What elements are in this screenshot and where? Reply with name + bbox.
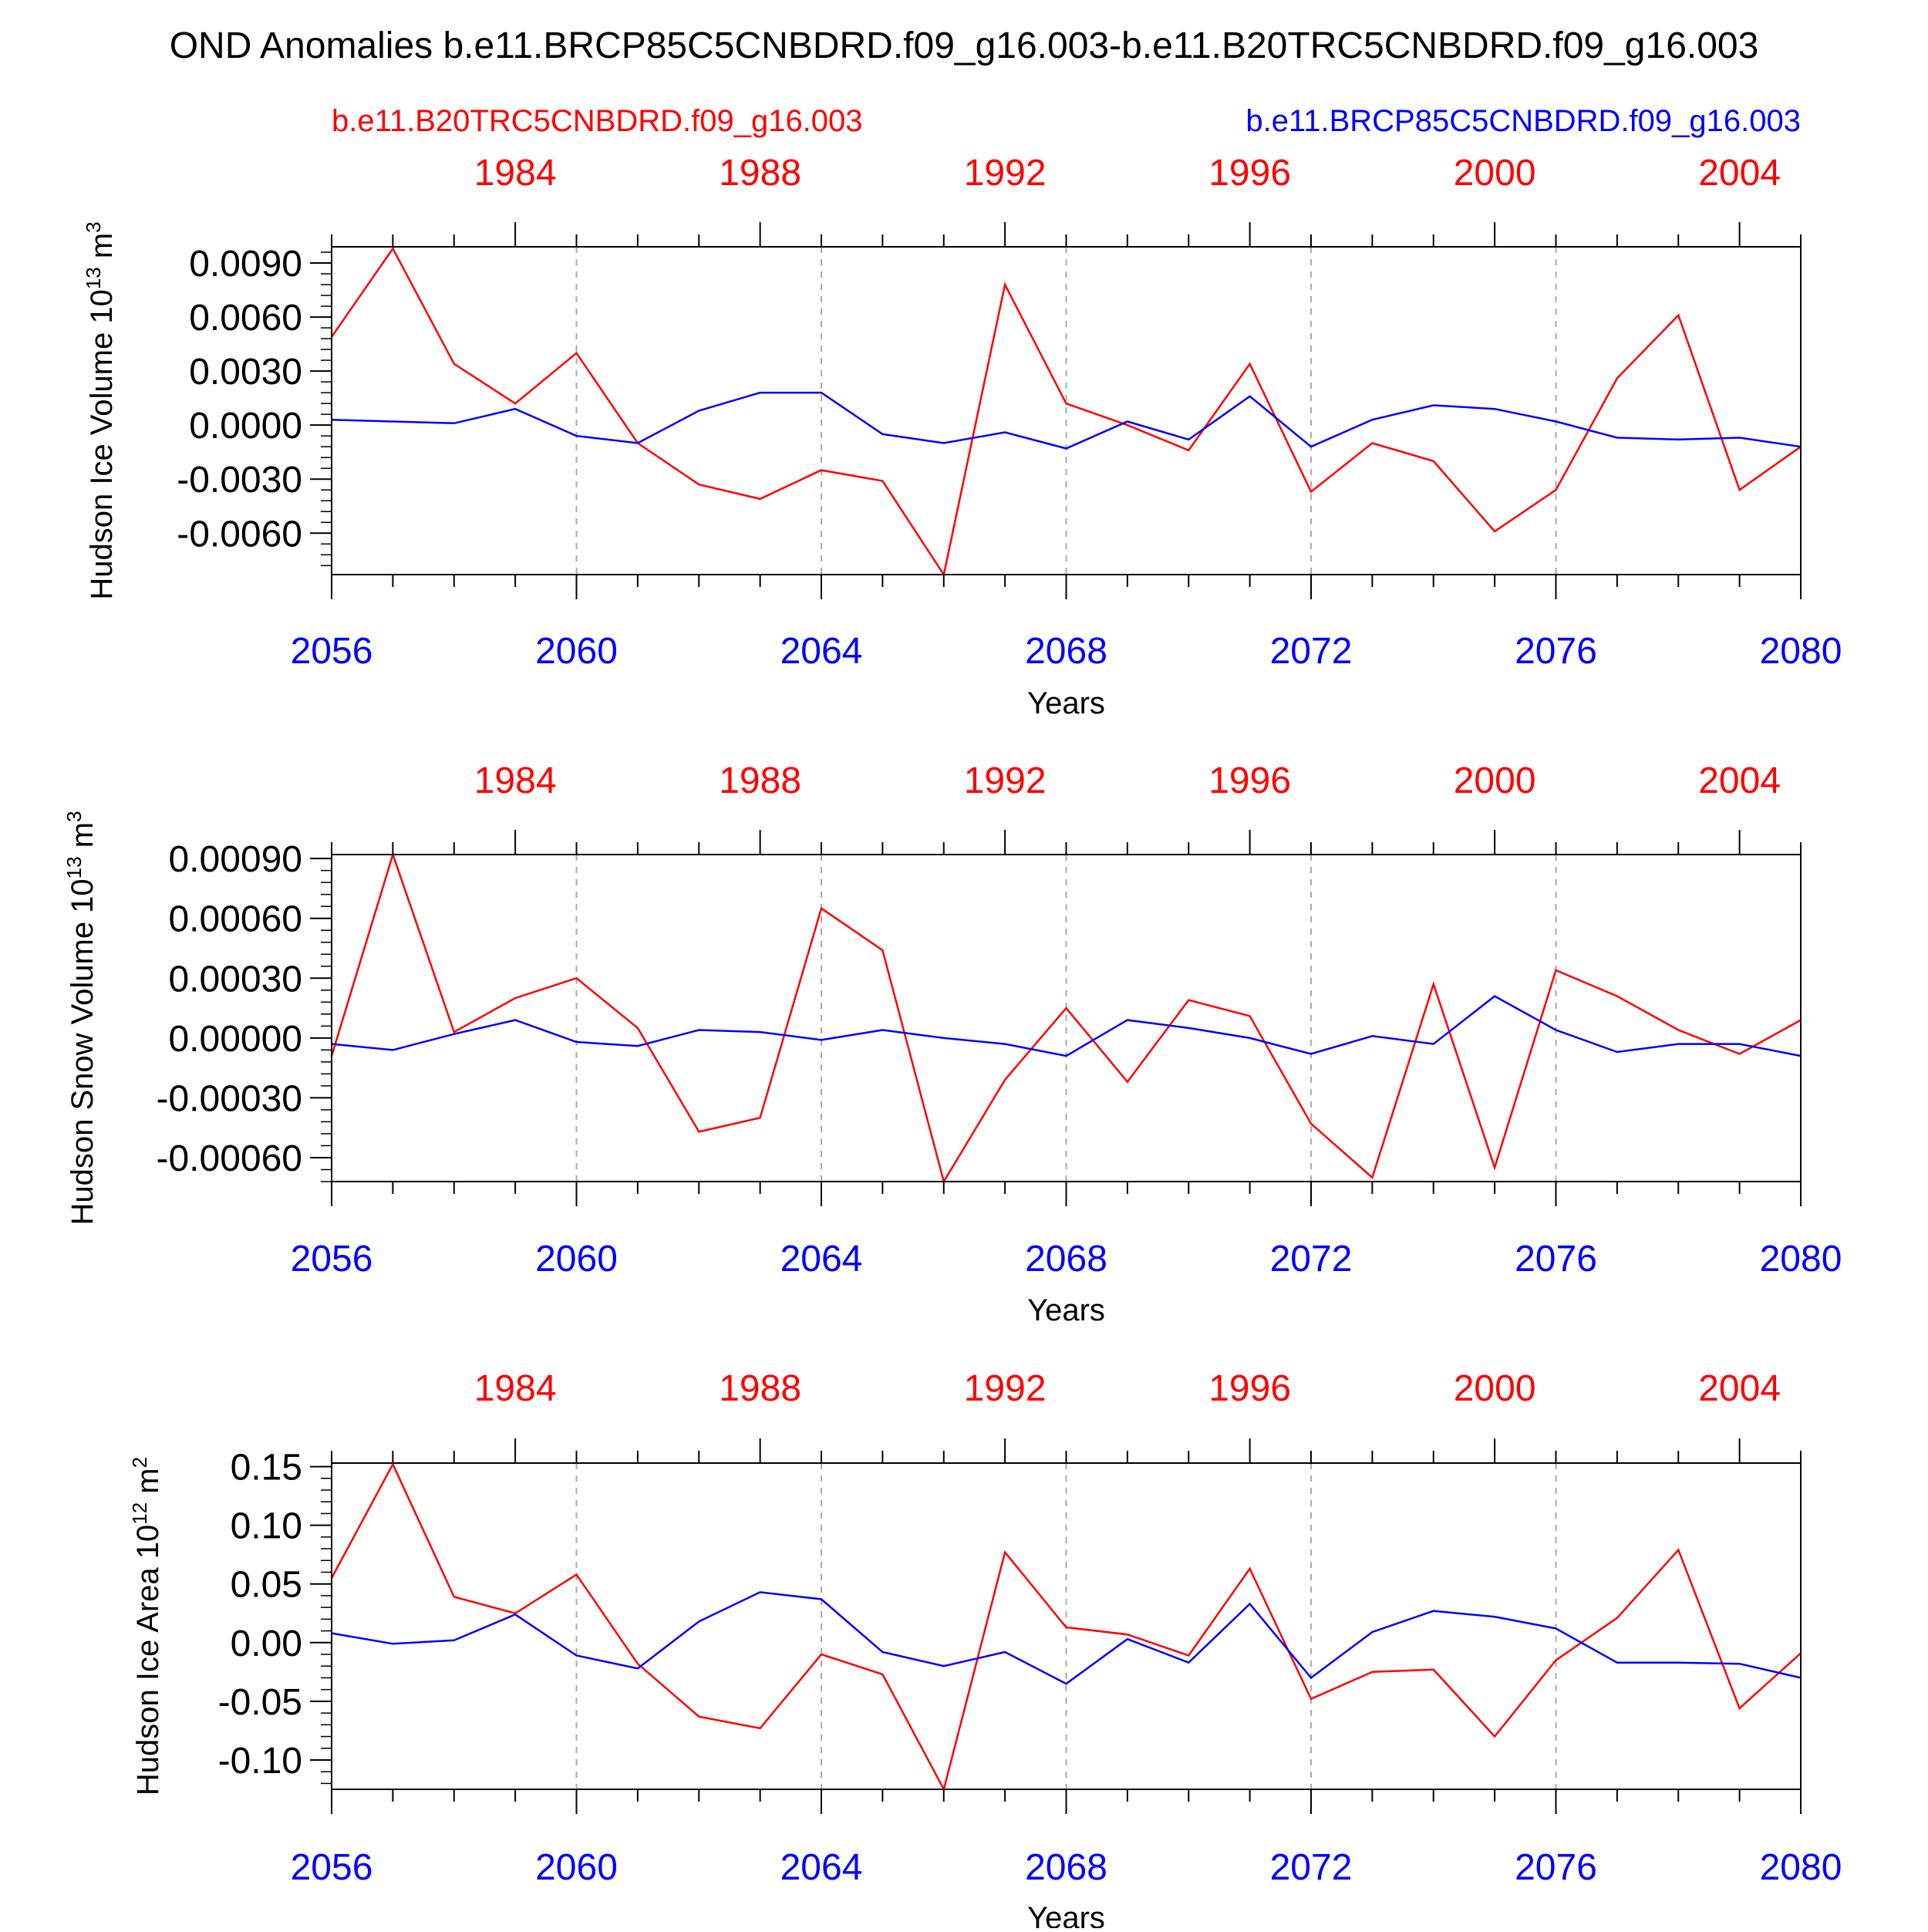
x-tick-label: 2068 — [1025, 1847, 1107, 1888]
y-axis-label-superscript: 3 — [82, 221, 105, 232]
y-tick-label: 0.00 — [231, 1623, 302, 1664]
y-axis-label-text: m — [85, 233, 119, 267]
y-axis-label-superscript: 2 — [128, 1457, 151, 1468]
x-tick-label: 2060 — [535, 1239, 618, 1280]
y-tick-label: 0.10 — [231, 1506, 302, 1547]
legend-historical-label: b.e11.B20TRC5CNBDRD.f09_g16.003 — [332, 104, 863, 138]
x-tick-label: 2072 — [1270, 1847, 1353, 1888]
top-tick-label: 1996 — [1208, 1368, 1291, 1409]
y-tick-label: 0.00060 — [168, 899, 302, 940]
legend-rcp85-label: b.e11.BRCP85C5CNBDRD.f09_g16.003 — [1245, 104, 1801, 138]
top-tick-label: 1988 — [719, 760, 801, 801]
x-tick-label: 2080 — [1760, 1239, 1842, 1280]
y-axis-label-text: Hudson Snow Volume 10 — [66, 878, 99, 1225]
y-tick-label: 0.0000 — [189, 406, 302, 447]
x-axis-label: Years — [1027, 1901, 1105, 1928]
x-tick-label: 2068 — [1025, 1239, 1107, 1280]
y-axis-label-text: Hudson Ice Area 10 — [131, 1525, 165, 1795]
top-tick-label: 1988 — [719, 1368, 801, 1409]
x-tick-label: 2056 — [291, 1847, 373, 1888]
y-axis-label-superscript: 13 — [82, 267, 105, 289]
x-tick-label: 2080 — [1760, 631, 1842, 672]
x-tick-label: 2064 — [780, 1847, 863, 1888]
x-tick-label: 2076 — [1515, 1847, 1597, 1888]
top-tick-label: 1984 — [474, 760, 557, 801]
y-tick-label: -0.00030 — [157, 1078, 303, 1119]
x-tick-label: 2080 — [1760, 1847, 1842, 1888]
top-tick-label: 2004 — [1698, 760, 1781, 801]
x-tick-label: 2064 — [780, 631, 863, 672]
x-axis-label: Years — [1027, 686, 1105, 720]
y-axis-label-superscript: 12 — [128, 1502, 151, 1525]
y-axis-label-text: m — [131, 1468, 165, 1502]
y-tick-label: -0.0030 — [177, 460, 302, 501]
y-tick-label: 0.05 — [231, 1565, 302, 1606]
y-axis-label-superscript: 3 — [62, 811, 86, 821]
y-tick-label: 0.00090 — [168, 839, 302, 880]
y-axis-label-superscript: 13 — [62, 856, 86, 878]
figure-title: OND Anomalies b.e11.BRCP85C5CNBDRD.f09_g… — [170, 25, 1759, 66]
x-axis-label: Years — [1027, 1293, 1105, 1327]
top-tick-label: 1988 — [719, 153, 801, 194]
top-tick-label: 1992 — [964, 153, 1047, 194]
x-tick-label: 2064 — [780, 1239, 863, 1280]
x-tick-label: 2076 — [1515, 1239, 1597, 1280]
top-tick-label: 1996 — [1208, 760, 1291, 801]
y-tick-label: 0.00000 — [168, 1019, 302, 1060]
y-tick-label: 0.00030 — [168, 959, 302, 1000]
x-tick-label: 2056 — [291, 631, 373, 672]
top-tick-label: 1996 — [1208, 153, 1291, 194]
top-tick-label: 2004 — [1698, 1368, 1781, 1409]
y-tick-label: -0.0060 — [177, 514, 302, 555]
y-tick-label: 0.0090 — [189, 244, 302, 285]
top-tick-label: 2000 — [1454, 760, 1536, 801]
x-tick-label: 2072 — [1270, 1239, 1353, 1280]
top-tick-label: 2000 — [1454, 1368, 1536, 1409]
y-axis-label-text: m — [66, 822, 99, 856]
x-tick-label: 2060 — [535, 1847, 618, 1888]
top-tick-label: 2004 — [1698, 153, 1781, 194]
top-tick-label: 1984 — [474, 153, 557, 194]
top-tick-label: 1992 — [964, 760, 1047, 801]
x-tick-label: 2072 — [1270, 631, 1353, 672]
x-tick-label: 2068 — [1025, 631, 1107, 672]
y-tick-label: 0.0030 — [189, 352, 302, 393]
x-tick-label: 2076 — [1515, 631, 1597, 672]
y-tick-label: -0.05 — [218, 1682, 302, 1723]
x-tick-label: 2056 — [291, 1239, 373, 1280]
top-tick-label: 1984 — [474, 1368, 557, 1409]
y-axis-label-text: Hudson Ice Volume 10 — [85, 289, 119, 599]
top-tick-label: 1992 — [964, 1368, 1047, 1409]
top-tick-label: 2000 — [1454, 153, 1536, 194]
y-tick-label: 0.15 — [231, 1448, 302, 1489]
y-tick-label: 0.0060 — [189, 298, 302, 339]
x-tick-label: 2060 — [535, 631, 618, 672]
y-tick-label: -0.00060 — [157, 1138, 303, 1179]
y-tick-label: -0.10 — [218, 1741, 302, 1782]
